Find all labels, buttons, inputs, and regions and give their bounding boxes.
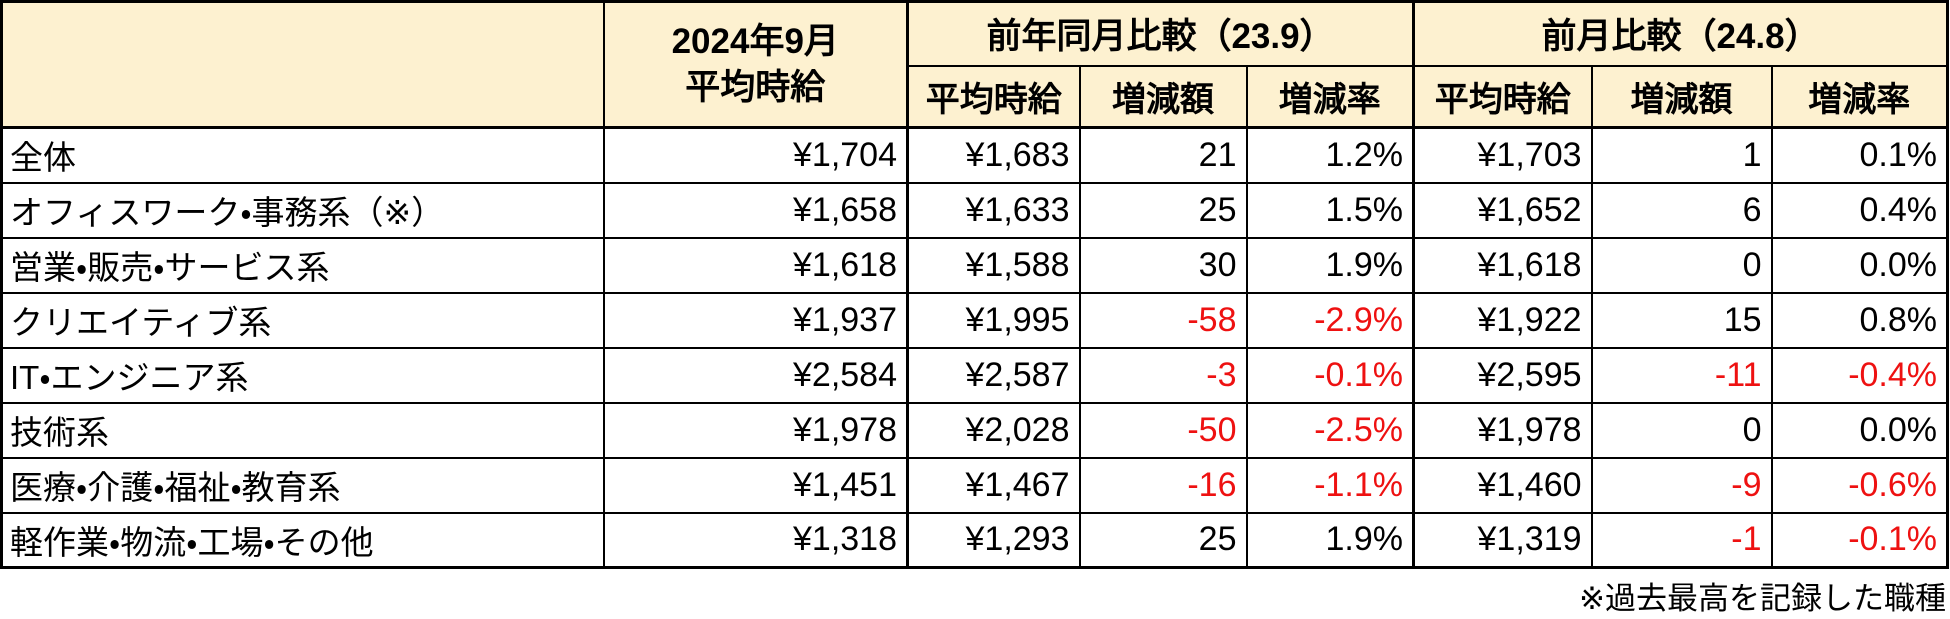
corner-cell: [0, 0, 605, 129]
header-yoy-comparison: 前年同月比較（23.9）: [905, 0, 1415, 67]
yoy-rate-cell: -0.1%: [1245, 346, 1415, 404]
yoy-avg-cell: ¥1,588: [906, 236, 1081, 294]
mom-rate-cell: 0.8%: [1770, 291, 1949, 349]
yoy-diff-cell: -3: [1078, 346, 1248, 404]
current-wage-cell: ¥1,704: [602, 126, 909, 184]
current-wage-cell: ¥1,658: [602, 181, 909, 239]
mom-rate-cell: 0.4%: [1770, 181, 1949, 239]
header-yoy-avg-wage: 平均時給: [906, 64, 1081, 129]
row-label-cell: 営業・販売・サービス系: [0, 236, 605, 294]
mom-diff-cell: 0: [1590, 401, 1773, 459]
wage-table: 2024年9月 平均時給 前年同月比較（23.9） 前月比較（24.8） 平均時…: [0, 0, 1950, 569]
header-mom-comparison: 前月比較（24.8）: [1412, 0, 1949, 67]
mom-diff-cell: -11: [1590, 346, 1773, 404]
row-label-cell: 軽作業・物流・工場・その他: [0, 511, 605, 569]
header-yoy-diff-amount: 増減額: [1078, 64, 1248, 129]
yoy-rate-cell: -2.9%: [1245, 291, 1415, 349]
current-wage-cell: ¥1,618: [602, 236, 909, 294]
yoy-rate-cell: 1.9%: [1245, 511, 1415, 569]
table-row: 全体 ¥1,704 ¥1,683 21 1.2% ¥1,703 1 0.1%: [0, 126, 1949, 184]
footnote: ※過去最高を記録した職種: [1579, 581, 1946, 616]
row-label-cell: IT・エンジニア系: [0, 346, 605, 404]
yoy-avg-cell: ¥1,293: [906, 511, 1081, 569]
yoy-avg-cell: ¥2,028: [906, 401, 1081, 459]
table-row: 医療・介護・福祉・教育系 ¥1,451 ¥1,467 -16 -1.1% ¥1,460 -9…: [0, 456, 1949, 514]
header-month-line2: 平均時給: [685, 67, 826, 107]
mom-diff-cell: -1: [1590, 511, 1773, 569]
mom-rate-cell: -0.1%: [1770, 511, 1949, 569]
yoy-avg-cell: ¥2,587: [906, 346, 1081, 404]
table-row: クリエイティブ系 ¥1,937 ¥1,995 -58 -2.9% ¥1,922 15 0.8%: [0, 291, 1949, 349]
mom-diff-cell: 0: [1590, 236, 1773, 294]
mom-diff-cell: 6: [1590, 181, 1773, 239]
table-row: オフィスワーク・事務系（※） ¥1,658 ¥1,633 25 1.5% ¥1,652 6 0…: [0, 181, 1949, 239]
yoy-diff-cell: -16: [1078, 456, 1248, 514]
yoy-rate-cell: 1.5%: [1245, 181, 1415, 239]
mom-diff-cell: 1: [1590, 126, 1773, 184]
row-label-cell: オフィスワーク・事務系（※）: [0, 181, 605, 239]
row-label-cell: 技術系: [0, 401, 605, 459]
yoy-avg-cell: ¥1,995: [906, 291, 1081, 349]
mom-diff-cell: -9: [1590, 456, 1773, 514]
table-body: 全体 ¥1,704 ¥1,683 21 1.2% ¥1,703 1 0.1% オフィスワーク・事…: [0, 126, 1949, 569]
mom-diff-cell: 15: [1590, 291, 1773, 349]
yoy-diff-cell: 25: [1078, 511, 1248, 569]
table-row: 軽作業・物流・工場・その他 ¥1,318 ¥1,293 25 1.9% ¥1,319 -1-…: [0, 511, 1949, 569]
table-row: IT・エンジニア系 ¥2,584 ¥2,587 -3 -0.1% ¥2,595 -11 -0.…: [0, 346, 1949, 404]
yoy-avg-cell: ¥1,683: [906, 126, 1081, 184]
header-mom-avg-wage: 平均時給: [1412, 64, 1593, 129]
yoy-diff-cell: -50: [1078, 401, 1248, 459]
mom-avg-cell: ¥1,922: [1412, 291, 1593, 349]
yoy-avg-cell: ¥1,633: [906, 181, 1081, 239]
row-label-cell: クリエイティブ系: [0, 291, 605, 349]
mom-avg-cell: ¥1,703: [1412, 126, 1593, 184]
yoy-rate-cell: 1.9%: [1245, 236, 1415, 294]
header-mom-diff-amount: 増減額: [1590, 64, 1773, 129]
current-wage-cell: ¥1,318: [602, 511, 909, 569]
yoy-diff-cell: 30: [1078, 236, 1248, 294]
yoy-avg-cell: ¥1,467: [906, 456, 1081, 514]
row-label-cell: 全体: [0, 126, 605, 184]
header-month-line1: 2024年9月: [671, 22, 839, 61]
yoy-diff-cell: 25: [1078, 181, 1248, 239]
mom-rate-cell: -0.4%: [1770, 346, 1949, 404]
mom-avg-cell: ¥1,460: [1412, 456, 1593, 514]
yoy-rate-cell: -1.1%: [1245, 456, 1415, 514]
mom-rate-cell: 0.1%: [1770, 126, 1949, 184]
mom-rate-cell: 0.0%: [1770, 401, 1949, 459]
current-wage-cell: ¥1,451: [602, 456, 909, 514]
header-mom-diff-rate: 増減率: [1770, 64, 1949, 129]
mom-rate-cell: 0.0%: [1770, 236, 1949, 294]
current-wage-cell: ¥1,937: [602, 291, 909, 349]
mom-avg-cell: ¥1,618: [1412, 236, 1593, 294]
header-2024-09-avg-wage: 2024年9月 平均時給: [602, 0, 909, 129]
yoy-diff-cell: -58: [1078, 291, 1248, 349]
mom-avg-cell: ¥1,978: [1412, 401, 1593, 459]
header-yoy-diff-rate: 増減率: [1245, 64, 1415, 129]
current-wage-cell: ¥2,584: [602, 346, 909, 404]
header-row-subcolumns: 平均時給 増減額 増減率 平均時給 増減額 増減率: [2, 64, 1949, 129]
mom-avg-cell: ¥1,319: [1412, 511, 1593, 569]
mom-rate-cell: -0.6%: [1770, 456, 1949, 514]
yoy-diff-cell: 21: [1078, 126, 1248, 184]
mom-avg-cell: ¥2,595: [1412, 346, 1593, 404]
header-row-groups: 2024年9月 平均時給 前年同月比較（23.9） 前月比較（24.8）: [0, 0, 1949, 129]
row-label-cell: 医療・介護・福祉・教育系: [0, 456, 605, 514]
table-row: 営業・販売・サービス系 ¥1,618 ¥1,588 30 1.9% ¥1,618 0 0.0%: [0, 236, 1949, 294]
yoy-rate-cell: -2.5%: [1245, 401, 1415, 459]
mom-avg-cell: ¥1,652: [1412, 181, 1593, 239]
table-row: 技術系 ¥1,978 ¥2,028 -50 -2.5% ¥1,978 0 0.0%: [0, 401, 1949, 459]
table-header: 2024年9月 平均時給 前年同月比較（23.9） 前月比較（24.8） 平均時…: [0, 0, 1949, 129]
yoy-rate-cell: 1.2%: [1245, 126, 1415, 184]
current-wage-cell: ¥1,978: [602, 401, 909, 459]
